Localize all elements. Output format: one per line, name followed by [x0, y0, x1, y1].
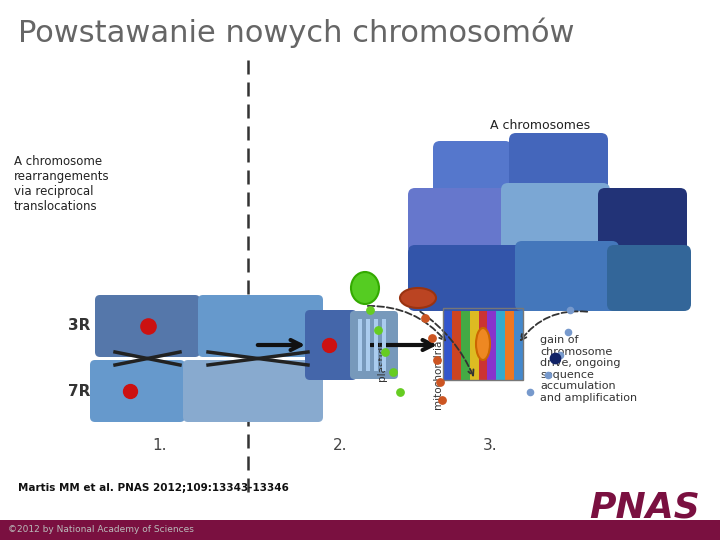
- FancyBboxPatch shape: [408, 245, 527, 311]
- Bar: [452, 308, 461, 380]
- Bar: [374, 319, 378, 371]
- Text: 3R: 3R: [68, 319, 90, 334]
- Point: [387, 368, 399, 376]
- Bar: [505, 308, 514, 380]
- Point: [379, 348, 391, 356]
- Point: [419, 314, 431, 322]
- FancyBboxPatch shape: [408, 188, 512, 254]
- Bar: [358, 319, 362, 371]
- Text: A chromosome
rearrangements
via reciprocal
translocations: A chromosome rearrangements via reciproc…: [14, 155, 109, 213]
- Point: [524, 388, 536, 396]
- FancyBboxPatch shape: [305, 310, 357, 380]
- Point: [125, 387, 136, 395]
- Ellipse shape: [400, 288, 436, 308]
- Point: [434, 377, 446, 386]
- Bar: [461, 308, 469, 380]
- FancyBboxPatch shape: [515, 241, 619, 311]
- Bar: [382, 319, 386, 371]
- FancyBboxPatch shape: [501, 183, 610, 254]
- FancyBboxPatch shape: [198, 295, 323, 357]
- Text: mitochondria: mitochondria: [433, 340, 443, 409]
- FancyBboxPatch shape: [433, 141, 512, 197]
- FancyBboxPatch shape: [90, 360, 185, 422]
- Text: gain of
chromosome
drive, ongoing
sequence
accumulation
and amplification: gain of chromosome drive, ongoing sequen…: [540, 335, 637, 403]
- FancyBboxPatch shape: [183, 360, 323, 422]
- Point: [364, 306, 376, 314]
- Ellipse shape: [476, 328, 490, 360]
- Point: [564, 306, 576, 314]
- Text: A chromosomes: A chromosomes: [490, 119, 590, 132]
- Text: PNAS: PNAS: [589, 491, 700, 525]
- Ellipse shape: [351, 272, 379, 304]
- Bar: [366, 319, 370, 371]
- Point: [323, 341, 335, 349]
- FancyBboxPatch shape: [509, 133, 608, 197]
- Text: 7R: 7R: [68, 383, 90, 399]
- Point: [426, 334, 438, 342]
- Text: Powstawanie nowych chromosomów: Powstawanie nowych chromosomów: [18, 18, 575, 49]
- Bar: [0, 520, 720, 540]
- FancyBboxPatch shape: [95, 295, 200, 357]
- Point: [142, 322, 153, 330]
- Bar: [479, 308, 487, 380]
- FancyBboxPatch shape: [350, 311, 398, 379]
- Bar: [514, 308, 523, 380]
- Point: [395, 388, 406, 396]
- Bar: [443, 308, 523, 380]
- Text: 2.: 2.: [333, 438, 347, 453]
- Text: 1.: 1.: [153, 438, 167, 453]
- Point: [549, 354, 561, 362]
- Text: plastids: plastids: [377, 340, 387, 381]
- Point: [542, 370, 554, 379]
- Point: [562, 328, 574, 336]
- Point: [436, 396, 448, 404]
- Point: [431, 356, 443, 364]
- FancyBboxPatch shape: [598, 188, 687, 254]
- Text: Martis MM et al. PNAS 2012;109:13343-13346: Martis MM et al. PNAS 2012;109:13343-133…: [18, 483, 289, 493]
- Bar: [469, 308, 479, 380]
- FancyBboxPatch shape: [607, 245, 691, 311]
- Text: 3.: 3.: [482, 438, 498, 453]
- Text: ©2012 by National Academy of Sciences: ©2012 by National Academy of Sciences: [8, 524, 194, 534]
- Bar: [487, 308, 496, 380]
- Bar: [496, 308, 505, 380]
- Point: [372, 326, 384, 334]
- Point: [554, 350, 566, 359]
- Bar: [443, 308, 452, 380]
